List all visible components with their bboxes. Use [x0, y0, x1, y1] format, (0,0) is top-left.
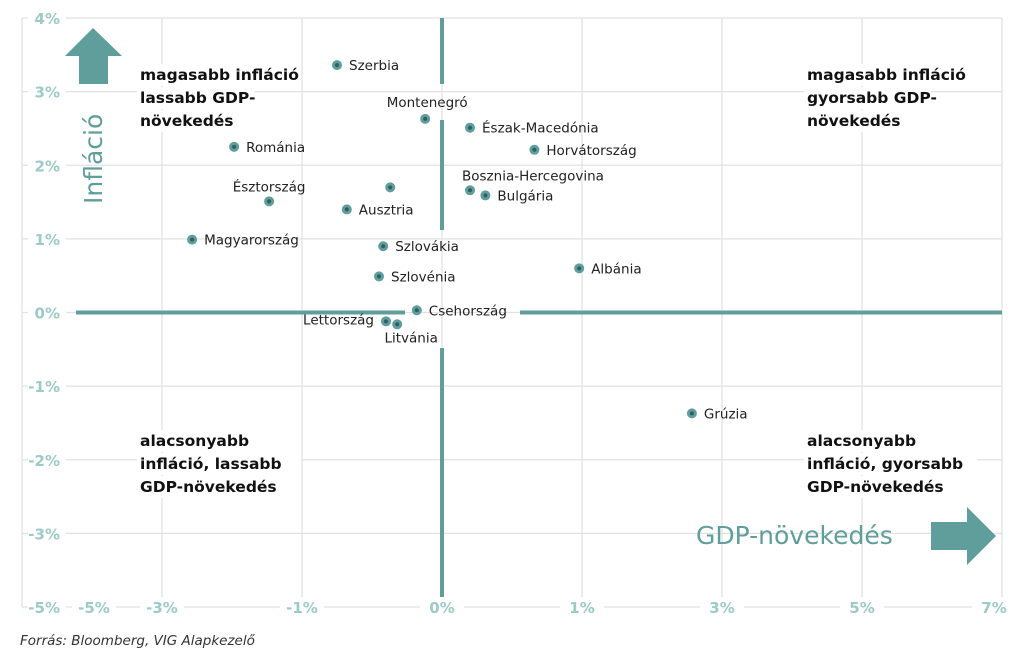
y-tick-label: 1%: [35, 231, 60, 249]
data-point: Lettország: [303, 312, 391, 328]
quadrant-label-top-left: növekedés: [140, 112, 234, 130]
tick-labels: -5% -3% -1% 0% 1% 3% 5% 7% 4% 3% 2% 1% 0% -1% -2% -3% -5…: [28, 8, 1016, 617]
point-label: Észak-Macedónia: [482, 120, 599, 137]
point-label: Szlovénia: [391, 269, 456, 285]
inflation-up-arrow-icon: [65, 28, 122, 84]
x-tick-label: -5%: [78, 599, 110, 617]
data-point: [385, 182, 396, 193]
data-point: Románia: [229, 140, 305, 156]
quadrant-label-bottom-left: alacsonyabb: [140, 432, 249, 450]
point-label: Bosznia-Hercegovina: [462, 168, 604, 184]
y-tick-label: 0%: [35, 305, 60, 323]
quadrant-lines: [76, 18, 1002, 597]
quadrant-label-top-right: gyorsabb GDP-: [807, 89, 937, 107]
quadrant-labels: magasabb infláció lassabb GDP-növekedés ma…: [137, 64, 978, 498]
quadrant-label-top-right: magasabb infláció: [807, 66, 966, 84]
point-label: Bulgária: [497, 188, 553, 204]
data-point: Szerbia: [332, 58, 399, 74]
point-label: Magyarország: [204, 233, 299, 249]
data-point: Grúzia: [686, 406, 748, 422]
data-point: Észtország: [233, 178, 306, 207]
source-note: Forrás: Bloomberg, VIG Alapkezelő: [20, 633, 256, 649]
point-label: Szerbia: [349, 58, 399, 74]
x-tick-label: -1%: [286, 599, 318, 617]
point-label: Ausztria: [359, 202, 414, 218]
quadrant-label-top-left: lassabb GDP-: [140, 89, 255, 107]
x-tick-label: -3%: [146, 599, 178, 617]
data-point: Észak-Macedónia: [465, 120, 599, 137]
data-point: Montenegró: [387, 95, 468, 124]
point-label: Albánia: [591, 261, 641, 277]
x-tick-label: 0%: [429, 599, 454, 617]
point-label: Észtország: [233, 178, 306, 195]
y-axis-title: Infláció: [79, 114, 108, 204]
quadrant-label-bottom-right: GDP-növekedés: [807, 478, 944, 496]
point-label: Horvátország: [546, 143, 636, 159]
data-point: Albánia: [574, 261, 642, 277]
data-point: Bulgária: [480, 188, 553, 204]
y-tick-label: -1%: [28, 378, 60, 396]
quadrant-label-top-right: növekedés: [807, 112, 901, 130]
quadrant-label-bottom-left: GDP-növekedés: [140, 478, 277, 496]
point-label: Szlovákia: [395, 239, 459, 255]
x-axis-title: GDP-növekedés: [696, 521, 893, 550]
point-label: Grúzia: [704, 406, 748, 422]
point-label: Románia: [246, 140, 305, 156]
quadrant-label-top-left: magasabb infláció: [140, 66, 299, 84]
point-label: Lettország: [303, 312, 374, 328]
y-tick-label: 2%: [35, 157, 60, 175]
data-point: Bosznia-Hercegovina: [462, 168, 604, 196]
x-tick-label: 1%: [569, 599, 594, 617]
data-point: Ausztria: [341, 202, 414, 218]
x-tick-label: 7%: [981, 599, 1006, 617]
quadrant-label-bottom-right: infláció, gyorsabb: [807, 455, 963, 473]
quadrant-label-bottom-right: alacsonyabb: [807, 432, 916, 450]
y-tick-label: -3%: [28, 525, 60, 543]
x-tick-label: 3%: [709, 599, 734, 617]
point-label: Montenegró: [387, 95, 468, 111]
x-tick-label: 5%: [849, 599, 874, 617]
data-point: Csehország: [411, 303, 507, 319]
point-label: Csehország: [429, 303, 507, 319]
data-points: Szerbia Montenegró Észak-Macedónia Románia H…: [187, 58, 748, 422]
y-tick-label: -5%: [28, 599, 60, 617]
gdp-right-arrow-icon: [931, 507, 996, 565]
data-point: Szlovénia: [374, 269, 456, 285]
data-point: Litvánia: [384, 319, 438, 346]
y-tick-label: 4%: [35, 10, 60, 28]
data-point: Horvátország: [529, 143, 637, 159]
point-label: Litvánia: [384, 330, 437, 346]
data-point: Szlovákia: [378, 239, 459, 255]
quadrant-label-bottom-left: infláció, lassabb: [140, 455, 282, 473]
y-tick-label: -2%: [28, 452, 60, 470]
y-tick-label: 3%: [35, 84, 60, 102]
data-point: Magyarország: [187, 233, 299, 249]
